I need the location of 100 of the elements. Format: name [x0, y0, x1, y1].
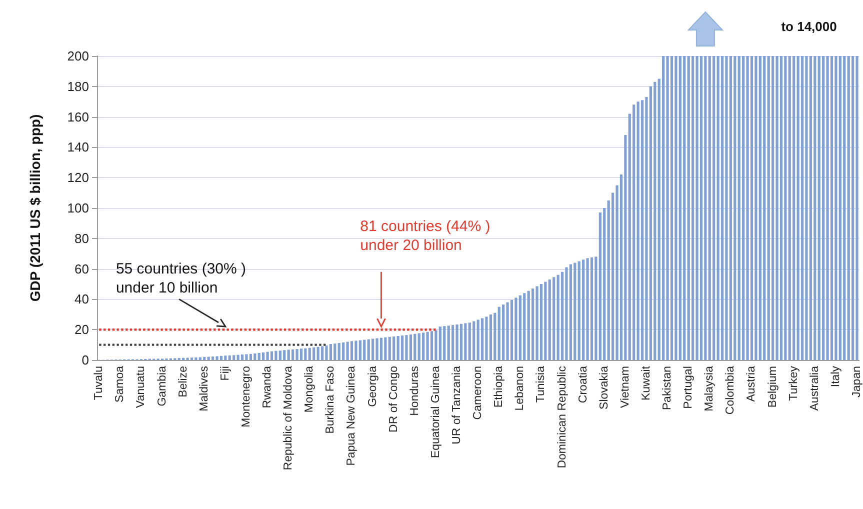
bar — [316, 346, 320, 360]
bar — [847, 56, 850, 360]
bar — [800, 56, 804, 360]
bar — [400, 336, 404, 360]
bar — [249, 354, 252, 360]
x-tick-label: Georgia — [366, 365, 379, 407]
x-tick-label: Rwanda — [262, 365, 274, 408]
bar — [194, 357, 198, 360]
bar — [565, 267, 568, 360]
bar — [405, 335, 408, 360]
bar — [498, 306, 500, 360]
bar — [409, 334, 412, 360]
x-tick-label: Austria — [746, 365, 758, 402]
x-tick-label: Ethiopia — [493, 365, 506, 408]
y-tick-label: 40 — [74, 292, 89, 307]
bar — [590, 257, 594, 360]
text: to 14,000 — [781, 19, 837, 34]
y-tick-label: 180 — [67, 78, 89, 94]
x-tick-label: Cameroon — [472, 366, 484, 420]
bar — [207, 356, 210, 360]
bar — [700, 56, 703, 360]
bar — [392, 336, 396, 360]
bar — [443, 326, 446, 360]
bar — [796, 56, 800, 360]
x-tick-label: Tunisia — [535, 365, 548, 403]
x-tick-label: Equatorial Guinea — [430, 365, 442, 458]
bar — [518, 295, 522, 360]
y-tick-label: 60 — [74, 261, 89, 276]
bar — [480, 318, 484, 360]
bar — [771, 56, 774, 360]
bar — [738, 56, 740, 360]
bar — [767, 56, 770, 360]
x-tick-label: Burkina Faso — [324, 366, 337, 434]
bar — [527, 290, 530, 360]
x-tick-label: Croatia — [577, 365, 590, 404]
bar — [388, 336, 391, 360]
bar — [666, 56, 669, 360]
bar — [494, 312, 496, 360]
x-tick-label: Papua New Guinea — [346, 365, 358, 466]
y-tick-label: 140 — [67, 140, 89, 155]
bar — [232, 355, 236, 360]
bar — [266, 352, 269, 360]
bar — [270, 351, 274, 360]
x-tick-label: Montenegro — [240, 366, 252, 428]
bar — [805, 56, 808, 360]
bar — [636, 102, 640, 360]
bar — [834, 56, 838, 360]
bar — [754, 56, 758, 360]
bar — [720, 56, 724, 360]
bar — [654, 82, 656, 360]
bar — [308, 348, 311, 360]
bar — [350, 341, 354, 360]
x-tick-label: Gambia — [156, 365, 168, 406]
bar — [451, 325, 454, 360]
bar — [742, 56, 745, 360]
bar — [746, 56, 749, 360]
x-tick-label: Honduras — [408, 366, 421, 416]
bar — [818, 56, 820, 360]
bar — [325, 346, 328, 360]
bar — [763, 56, 766, 360]
bar — [674, 56, 678, 360]
x-tick-label: DR of Congo — [388, 366, 400, 432]
x-tick-label: Belgium — [766, 366, 779, 408]
bar — [376, 338, 378, 360]
x-tick-label: Samoa — [114, 365, 126, 402]
y-axis-title: GDP (2011 US $ billion, ppp) — [27, 114, 43, 302]
bar — [704, 56, 707, 360]
bar — [548, 279, 551, 360]
bar — [384, 337, 387, 360]
bar — [224, 356, 227, 360]
x-tick-label: Turkey — [788, 366, 800, 401]
bar — [838, 56, 842, 360]
x-tick-label: Belize — [177, 366, 190, 398]
bar — [560, 272, 564, 360]
x-tick-label: Lebanon — [514, 366, 526, 411]
bar — [211, 356, 214, 360]
bar — [574, 262, 576, 360]
bar — [640, 100, 644, 360]
bar — [729, 56, 732, 360]
bar — [809, 56, 812, 360]
bar — [472, 321, 476, 360]
bar — [624, 135, 627, 360]
bar — [662, 56, 665, 360]
x-tick-label: UR of Tanzania — [451, 365, 463, 444]
y-tick-label: 20 — [74, 322, 89, 338]
bar — [278, 350, 282, 360]
bar — [274, 350, 278, 360]
bar — [632, 104, 636, 360]
bar — [203, 356, 206, 360]
bar — [354, 340, 358, 360]
bar — [485, 316, 488, 360]
bar — [476, 320, 480, 360]
x-tick-label: Colombia — [724, 365, 737, 415]
x-tick-label: Slovakia — [598, 365, 610, 410]
bar — [683, 56, 686, 360]
bar — [670, 56, 674, 360]
bar — [367, 339, 370, 360]
bar — [245, 354, 248, 360]
bar — [716, 56, 720, 360]
bar — [216, 356, 218, 360]
